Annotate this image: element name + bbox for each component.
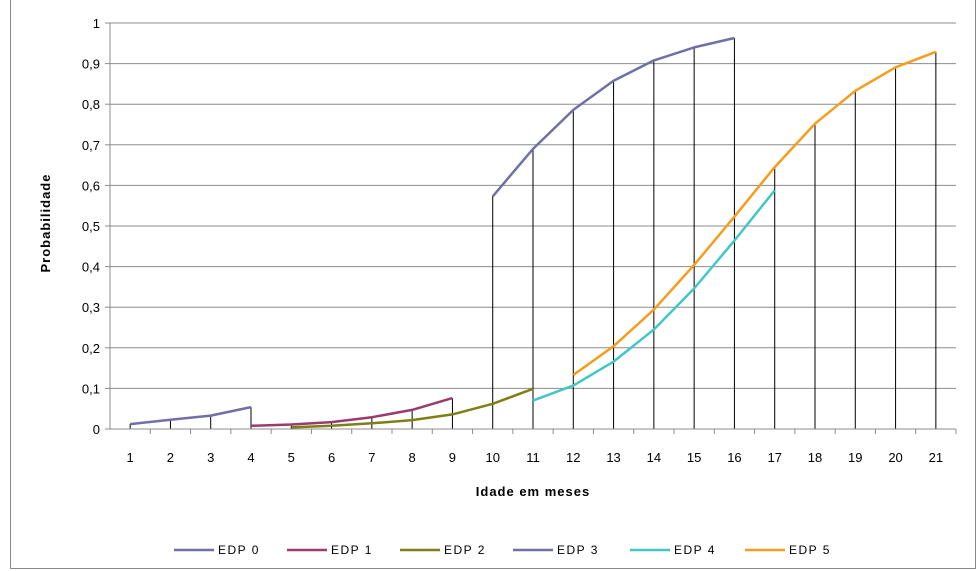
gridlines <box>105 22 956 430</box>
y-axis-title: Probabilidade <box>38 174 53 273</box>
series-line <box>572 50 937 377</box>
x-tick-label: 6 <box>328 450 335 465</box>
legend: EDP 0 EDP 1 EDP 2 EDP 3 EDP 4 EDP 5 <box>174 543 831 557</box>
series-line <box>532 189 776 402</box>
drop-lines <box>129 38 937 429</box>
legend-label: EDP 1 <box>331 543 373 557</box>
x-axis-title: Idade em meses <box>476 484 590 499</box>
y-tick-label: 0,9 <box>82 57 100 72</box>
x-tick-label: 2 <box>167 450 174 465</box>
legend-label: EDP 3 <box>557 543 599 557</box>
x-tick-label: 19 <box>848 450 862 465</box>
x-tick-label: 7 <box>368 450 375 465</box>
legend-label: EDP 4 <box>674 543 716 557</box>
x-tick-label: 11 <box>526 450 540 465</box>
series-lines <box>129 36 937 429</box>
x-tick-label: 17 <box>767 450 781 465</box>
series-line <box>291 387 534 429</box>
x-tick-label: 3 <box>207 450 214 465</box>
legend-label: EDP 5 <box>789 543 831 557</box>
series-line <box>129 405 252 426</box>
y-tick-label: 0,3 <box>82 300 100 315</box>
x-tick-label: 1 <box>127 450 134 465</box>
y-tick-label: 0 <box>93 422 100 437</box>
x-tick-label: 9 <box>449 450 456 465</box>
y-tick-label: 0,7 <box>82 138 100 153</box>
series-line <box>250 396 453 428</box>
y-tick-labels: 0 0,1 0,2 0,3 0,4 0,5 0,6 0,7 0,8 0,9 1 <box>82 16 100 437</box>
x-tick-label: 20 <box>888 450 902 465</box>
legend-label: EDP 2 <box>444 543 486 557</box>
y-tick-label: 0,6 <box>82 178 100 193</box>
x-tick-label: 21 <box>929 450 943 465</box>
axes <box>109 23 957 434</box>
y-tick-label: 0,4 <box>82 260 100 275</box>
series-line <box>491 36 735 198</box>
x-tick-label: 8 <box>409 450 416 465</box>
x-tick-label: 10 <box>485 450 499 465</box>
legend-label: EDP 0 <box>218 543 260 557</box>
x-tick-label: 12 <box>566 450 580 465</box>
y-tick-label: 0,2 <box>82 341 100 356</box>
x-tick-label: 13 <box>606 450 620 465</box>
y-tick-label: 0,8 <box>82 97 100 112</box>
x-tick-label: 14 <box>647 450 661 465</box>
y-tick-label: 0,5 <box>82 219 100 234</box>
y-tick-label: 0,1 <box>82 381 100 396</box>
x-tick-label: 4 <box>247 450 254 465</box>
x-tick-label: 18 <box>808 450 822 465</box>
y-tick-label: 1 <box>93 16 100 31</box>
x-tick-label: 5 <box>288 450 295 465</box>
x-tick-label: 16 <box>727 450 741 465</box>
x-tick-label: 15 <box>687 450 701 465</box>
x-tick-labels: 1 2 3 4 5 6 7 8 9 10 11 12 13 14 15 16 17 18 19 20 21 <box>127 450 944 465</box>
chart-frame <box>10 0 976 569</box>
